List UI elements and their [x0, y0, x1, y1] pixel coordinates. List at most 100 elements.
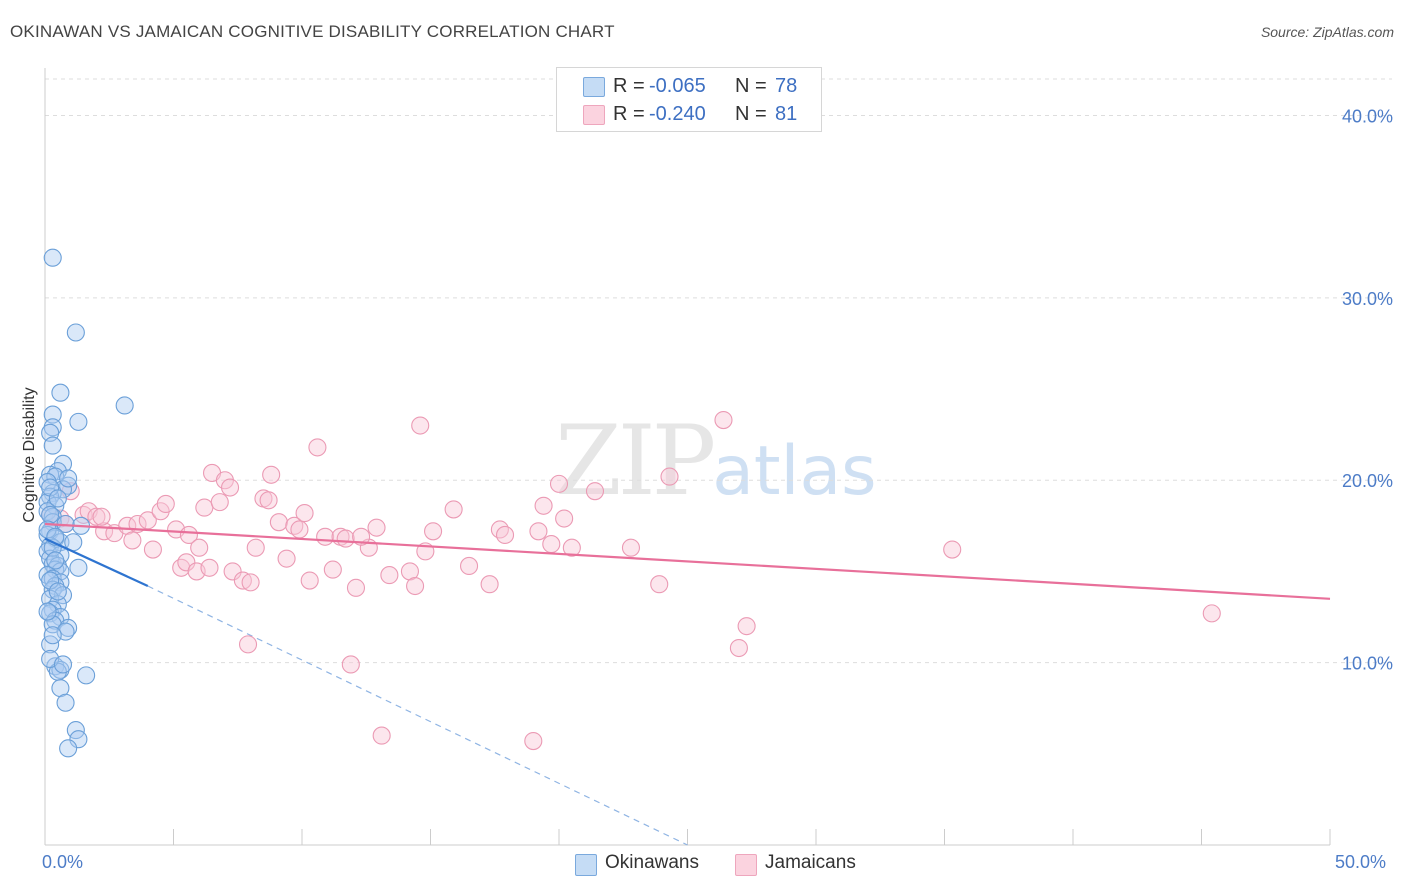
jamaican-point [262, 465, 281, 484]
jamaican-point [285, 516, 304, 535]
jamaican-point [444, 500, 463, 519]
jamaican-point [195, 498, 214, 517]
jamaican-point [459, 556, 479, 576]
y-tick-label: 10.0% [1342, 654, 1393, 674]
jamaican-point [660, 467, 679, 486]
jamaican-point [123, 531, 142, 550]
jamaican-point [92, 507, 111, 526]
jamaican-point [156, 494, 175, 513]
jamaican-point [87, 507, 106, 526]
jamaican-point [352, 527, 371, 546]
legend-label: Okinawans [605, 852, 699, 873]
jamaican-point [233, 571, 252, 590]
jamaican-point [210, 493, 229, 512]
jamaican-point [341, 655, 360, 674]
watermark-atlas: atlas [712, 432, 877, 511]
jamaican-point [238, 635, 258, 654]
okinawan-point [43, 405, 62, 424]
okinawan-point [69, 412, 88, 431]
watermark-zip: ZIP [555, 405, 716, 517]
jamaican-point [316, 527, 335, 546]
okinawan-trend-extension [147, 585, 688, 846]
trend-lines [44, 522, 1331, 600]
okinawan-point [66, 323, 85, 342]
jamaican-trend-line [44, 522, 1331, 600]
r-value: -0.240 [649, 103, 706, 125]
okinawan-swatch [575, 854, 597, 876]
jamaican-point [241, 573, 260, 592]
okinawan-point [59, 469, 78, 488]
jamaican-point [172, 558, 191, 577]
okinawan-point [69, 558, 88, 577]
jamaican-point [277, 549, 296, 568]
okinawan-point [53, 655, 73, 674]
jamaican-point [138, 511, 157, 530]
chart-title: OKINAWAN VS JAMAICAN COGNITIVE DISABILIT… [10, 22, 615, 41]
okinawan-point [69, 730, 88, 749]
okinawan-trend-dashed [147, 585, 688, 846]
okinawan-point [56, 693, 75, 712]
jamaican-swatch [583, 105, 605, 125]
jamaican-point [177, 553, 196, 572]
r-value: -0.065 [649, 75, 706, 97]
jamaican-point [269, 513, 288, 532]
r-label: R = [613, 103, 645, 125]
jamaican-point [246, 538, 265, 557]
okinawan-point [77, 666, 96, 685]
watermark: ZIPatlas [555, 405, 877, 517]
okinawan-point [38, 602, 57, 621]
jamaican-point [714, 411, 733, 430]
r-label: R = [613, 75, 645, 97]
okinawan-points [38, 248, 134, 758]
y-axis-label: Cognitive Disability [21, 387, 38, 522]
jamaican-point [650, 575, 669, 594]
jamaican-point [943, 540, 962, 559]
okinawan-point [43, 248, 62, 267]
jamaican-point [424, 522, 443, 541]
jamaican-point [190, 538, 209, 557]
jamaican-swatch [735, 854, 757, 876]
jamaican-point [1202, 604, 1221, 623]
x-tick-max: 50.0% [1335, 852, 1387, 872]
jamaican-point [737, 617, 756, 636]
jamaican-point [729, 638, 748, 658]
jamaican-point [585, 482, 605, 501]
y-tick-labels: 10.0% 20.0% 30.0% 40.0% [1342, 106, 1393, 673]
okinawan-swatch [583, 77, 605, 97]
jamaican-point [143, 540, 162, 559]
jamaican-point [220, 478, 240, 497]
jamaican-point [549, 474, 569, 493]
y-tick-label: 30.0% [1342, 289, 1393, 309]
jamaican-point [542, 535, 561, 554]
jamaican-point [380, 566, 399, 585]
okinawan-point [115, 396, 134, 415]
jamaican-point [200, 558, 219, 577]
y-tick-label: 20.0% [1342, 471, 1393, 491]
jamaican-point [480, 575, 499, 594]
n-label: N = [735, 103, 767, 125]
okinawan-point [59, 476, 78, 495]
okinawan-point [46, 551, 65, 570]
jamaican-point [223, 562, 242, 581]
axes [44, 68, 1331, 846]
jamaican-point [259, 491, 278, 510]
jamaican-point [346, 578, 366, 597]
jamaican-point [372, 726, 391, 745]
jamaican-point [524, 731, 543, 751]
n-value: 78 [775, 75, 798, 97]
jamaican-point [336, 529, 355, 548]
n-label: N = [735, 75, 767, 97]
source-credit: Source: ZipAtlas.com [1260, 24, 1394, 40]
stats-legend: R = -0.065 N = 78 R = -0.240 N = 81 [556, 67, 822, 132]
jamaican-point [411, 416, 430, 435]
x-tick-min: 0.0% [42, 852, 84, 872]
jamaican-point [308, 438, 327, 457]
okinawan-point [51, 383, 70, 402]
y-tick-label: 40.0% [1342, 106, 1393, 126]
okinawan-point [48, 489, 67, 508]
jamaican-point [406, 576, 425, 596]
jamaican-points [41, 411, 1221, 751]
jamaican-point [300, 571, 319, 590]
jamaican-point [562, 538, 581, 557]
